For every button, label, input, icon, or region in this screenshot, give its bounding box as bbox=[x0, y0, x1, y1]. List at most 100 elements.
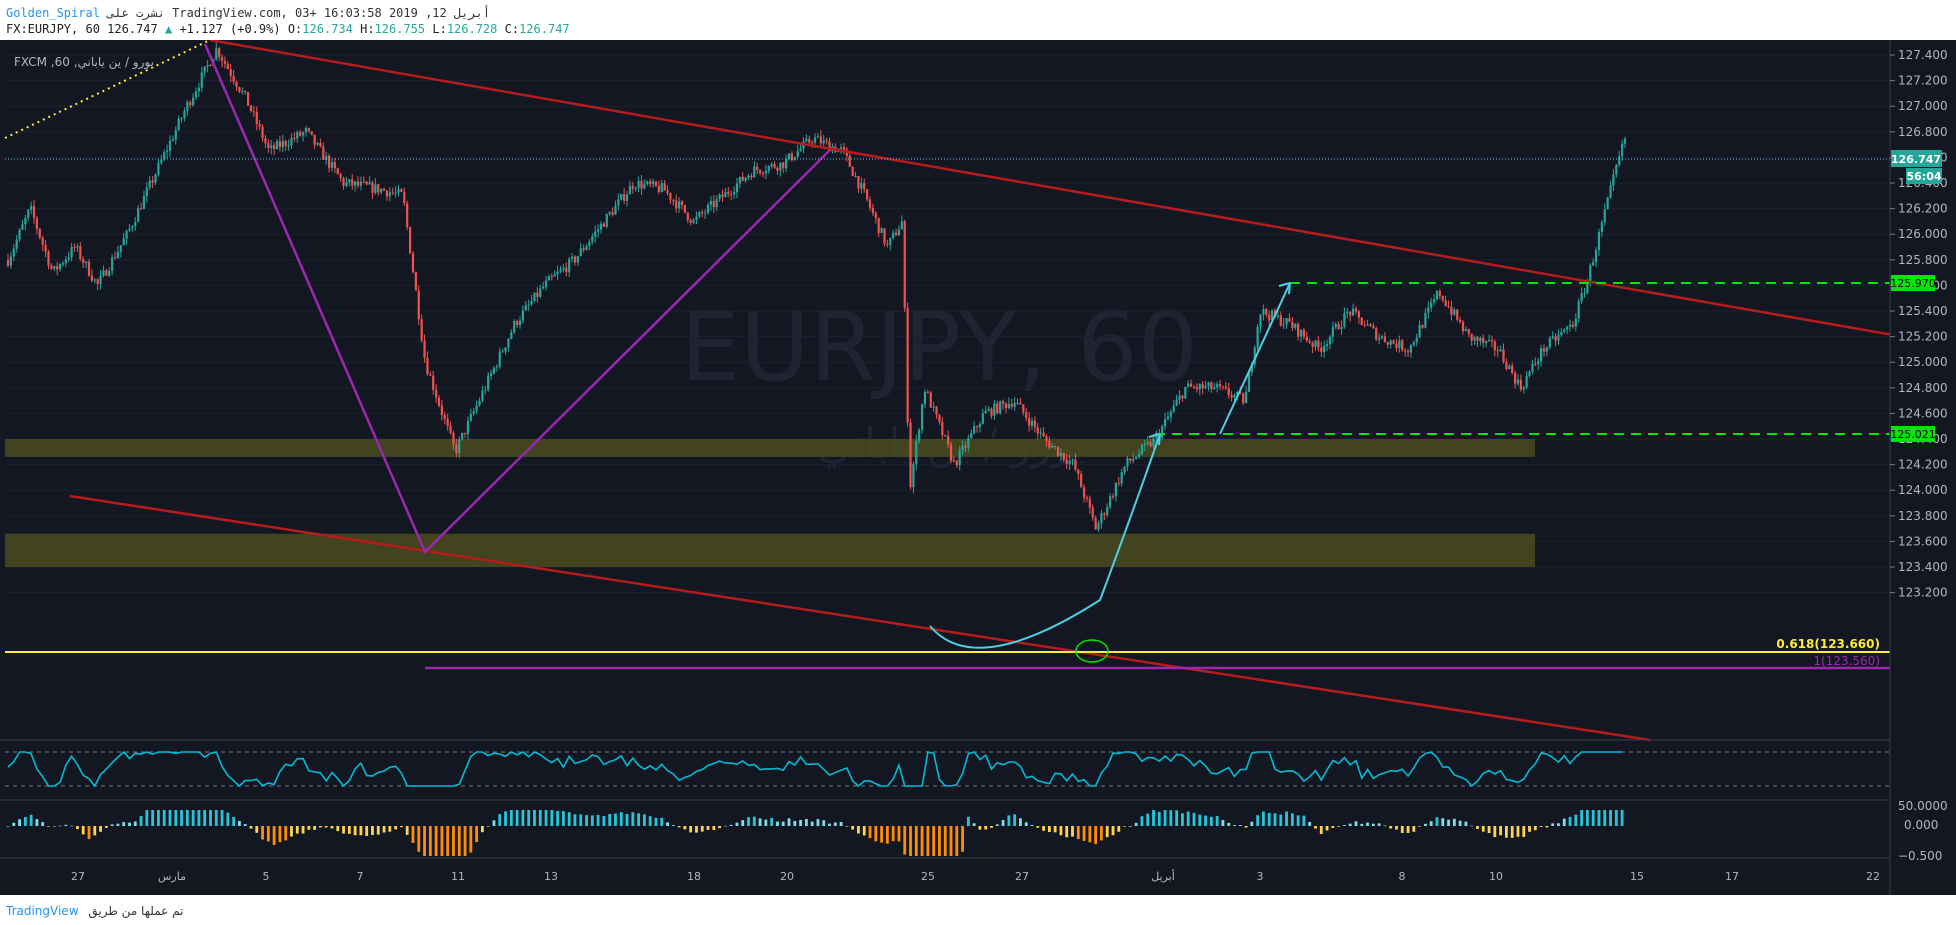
osc-bar bbox=[804, 819, 808, 826]
candle bbox=[958, 450, 961, 466]
osc-bar bbox=[35, 819, 39, 826]
candle bbox=[715, 199, 718, 208]
candle bbox=[226, 63, 229, 70]
osc-bar bbox=[833, 822, 837, 826]
osc-bar bbox=[1614, 810, 1618, 826]
candle bbox=[1305, 336, 1308, 341]
osc-bar bbox=[799, 819, 802, 826]
time-tick-label: 3 bbox=[1257, 870, 1264, 883]
osc-bar bbox=[671, 825, 675, 826]
price-tick-label: 125.800 bbox=[1898, 253, 1948, 267]
candle bbox=[851, 166, 854, 177]
price-tick-label: 123.600 bbox=[1898, 534, 1948, 548]
channel-upper-line[interactable] bbox=[209, 40, 1956, 348]
candle bbox=[1039, 432, 1042, 434]
candle bbox=[426, 357, 429, 375]
candle bbox=[521, 310, 524, 321]
osc-bar bbox=[1429, 821, 1433, 826]
candle bbox=[12, 248, 15, 257]
candle bbox=[970, 433, 973, 438]
candle bbox=[235, 81, 238, 88]
price-tick-label: 124.800 bbox=[1898, 381, 1948, 395]
candle bbox=[857, 176, 860, 189]
candle bbox=[41, 237, 44, 245]
projection-arrow[interactable] bbox=[1219, 282, 1291, 435]
candle bbox=[929, 392, 932, 408]
candle bbox=[819, 136, 822, 144]
osc-bar bbox=[689, 826, 693, 833]
candle bbox=[342, 178, 345, 186]
candle bbox=[408, 226, 412, 254]
candle bbox=[1088, 498, 1091, 508]
candle bbox=[1135, 457, 1138, 459]
candle bbox=[125, 230, 128, 239]
support-zone[interactable] bbox=[5, 439, 1535, 457]
osc-bar bbox=[972, 823, 976, 826]
osc-bar bbox=[1441, 818, 1445, 826]
candle bbox=[1169, 411, 1172, 417]
candle bbox=[539, 288, 542, 297]
candle bbox=[1528, 371, 1531, 377]
rsi-line[interactable] bbox=[7, 750, 1623, 788]
candle bbox=[50, 265, 53, 269]
change-arrow-icon: ▲ bbox=[164, 22, 173, 36]
osc-bar bbox=[1181, 813, 1184, 826]
candle bbox=[1447, 305, 1450, 307]
candle bbox=[449, 425, 452, 433]
candle bbox=[1059, 452, 1063, 456]
author-link[interactable]: Golden_Spiral bbox=[6, 6, 100, 20]
price-tick-label: 123.200 bbox=[1898, 586, 1948, 600]
support-zone[interactable] bbox=[5, 533, 1535, 567]
candle bbox=[183, 111, 186, 119]
fib-trend-line[interactable] bbox=[4, 40, 211, 139]
candle bbox=[1554, 336, 1557, 341]
candle bbox=[1129, 458, 1132, 461]
candle bbox=[255, 111, 258, 125]
channel-lower-line[interactable] bbox=[69, 494, 1651, 742]
candle bbox=[362, 181, 365, 183]
candle bbox=[1247, 372, 1251, 392]
candle bbox=[730, 193, 733, 195]
osc-bar bbox=[857, 826, 860, 834]
purple-swing-lines[interactable] bbox=[203, 43, 831, 555]
osc-bar bbox=[567, 812, 571, 826]
candle bbox=[281, 141, 284, 148]
osc-bar bbox=[128, 822, 131, 826]
candle bbox=[1314, 340, 1317, 347]
candle bbox=[649, 181, 652, 185]
level-badge-125021-text: 125.021 bbox=[1890, 428, 1936, 441]
candle bbox=[452, 432, 455, 445]
candle bbox=[961, 445, 964, 451]
candle bbox=[967, 437, 970, 448]
time-axis[interactable]: 27 مارس 5 7 11 13 18 20 25 27 أبريل 3 8 10 15 17 22 bbox=[71, 869, 1880, 883]
candle bbox=[1114, 482, 1117, 497]
low-circle-marker[interactable] bbox=[1075, 639, 1109, 663]
chart-canvas[interactable]: EURJPY, 60 يورو / ين ياباني 127.400127.2… bbox=[0, 40, 1956, 895]
candle bbox=[1239, 392, 1242, 394]
candle bbox=[952, 460, 956, 462]
candle bbox=[562, 267, 565, 270]
osc-bar bbox=[1059, 826, 1063, 836]
candle bbox=[1467, 329, 1470, 334]
osc-bar bbox=[544, 810, 548, 826]
osc-bar bbox=[330, 826, 334, 829]
candle bbox=[579, 248, 582, 257]
candle bbox=[1265, 309, 1268, 315]
osc-bar bbox=[180, 810, 183, 826]
candle bbox=[666, 190, 669, 193]
osc-bar bbox=[1337, 826, 1341, 827]
candle bbox=[724, 191, 727, 198]
candle bbox=[761, 172, 765, 174]
candle bbox=[1236, 392, 1239, 396]
candle bbox=[507, 338, 510, 348]
price-tick-label: 127.400 bbox=[1898, 48, 1948, 62]
tradingview-logo[interactable]: TradingView bbox=[6, 904, 79, 918]
candle bbox=[568, 258, 571, 273]
chart-legend[interactable]: FXCM ,60 ,يورو / ين ياباني bbox=[14, 55, 154, 70]
cup-arc[interactable] bbox=[929, 433, 1161, 649]
candle bbox=[1178, 395, 1181, 400]
candle bbox=[1042, 432, 1045, 437]
osc-bar bbox=[1412, 826, 1416, 832]
osc-tick-low: −0.500 bbox=[1898, 849, 1942, 863]
candle bbox=[1508, 365, 1511, 370]
